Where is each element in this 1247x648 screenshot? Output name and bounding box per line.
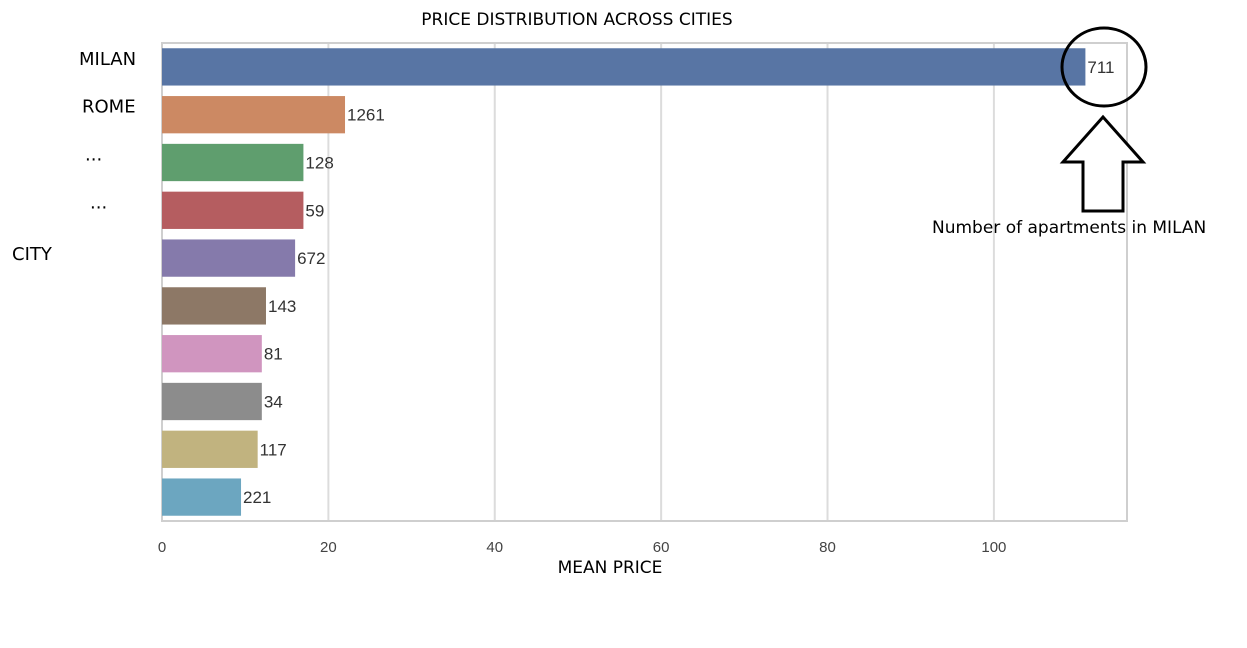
- annotation: Number of apartments in MILAN: [932, 26, 1206, 238]
- bar: [162, 96, 346, 134]
- bar-value-label: 81: [264, 345, 283, 364]
- x-tick-label: 60: [653, 539, 670, 556]
- bar: [162, 478, 242, 516]
- bar: [162, 239, 296, 277]
- x-tick-label: 20: [320, 539, 337, 556]
- bar: [162, 382, 262, 421]
- x-tick-label: 100: [981, 539, 1006, 556]
- grid-lines: [327, 43, 995, 521]
- bar: [162, 287, 266, 325]
- bars-group: 711 1261 128 59 672 143 81 34 117 221: [162, 48, 1115, 516]
- bar: [162, 335, 262, 373]
- plot-frame: [161, 42, 1128, 522]
- bar-value-label: 1261: [347, 106, 385, 125]
- bar-value-label: 143: [268, 297, 296, 316]
- arrow-up-icon: [1059, 114, 1147, 213]
- bar-value-label: 221: [243, 488, 271, 507]
- bar-value-label: 59: [305, 201, 324, 220]
- x-tick-labels: 0 20 40 60 80 100: [158, 539, 1007, 556]
- x-axis-label: MEAN PRICE: [558, 558, 663, 578]
- bar-value-label: 117: [260, 440, 287, 459]
- bar: [162, 430, 258, 468]
- bar-value-label: 711: [1087, 58, 1114, 77]
- category-label: ...: [90, 192, 107, 213]
- y-axis-label: CITY: [12, 244, 53, 265]
- x-tick-label: 80: [819, 539, 836, 556]
- x-tick-label: 40: [486, 539, 503, 556]
- category-label: ...: [85, 145, 102, 166]
- highlight-circle: [1060, 26, 1148, 108]
- chart-title: PRICE DISTRIBUTION ACROSS CITIES: [421, 10, 732, 30]
- bar-value-label: 672: [297, 249, 325, 268]
- category-label: MILAN: [79, 49, 136, 70]
- bar-value-label: 34: [264, 393, 283, 412]
- bar: [162, 143, 304, 182]
- x-tick-label: 0: [158, 539, 166, 556]
- bar: [162, 191, 304, 229]
- category-labels: MILAN ROME......: [79, 49, 136, 213]
- category-label: ROME: [82, 97, 136, 118]
- bar-value-label: 128: [305, 154, 333, 173]
- annotation-text: Number of apartments in MILAN: [932, 218, 1206, 238]
- bar: [162, 48, 1086, 86]
